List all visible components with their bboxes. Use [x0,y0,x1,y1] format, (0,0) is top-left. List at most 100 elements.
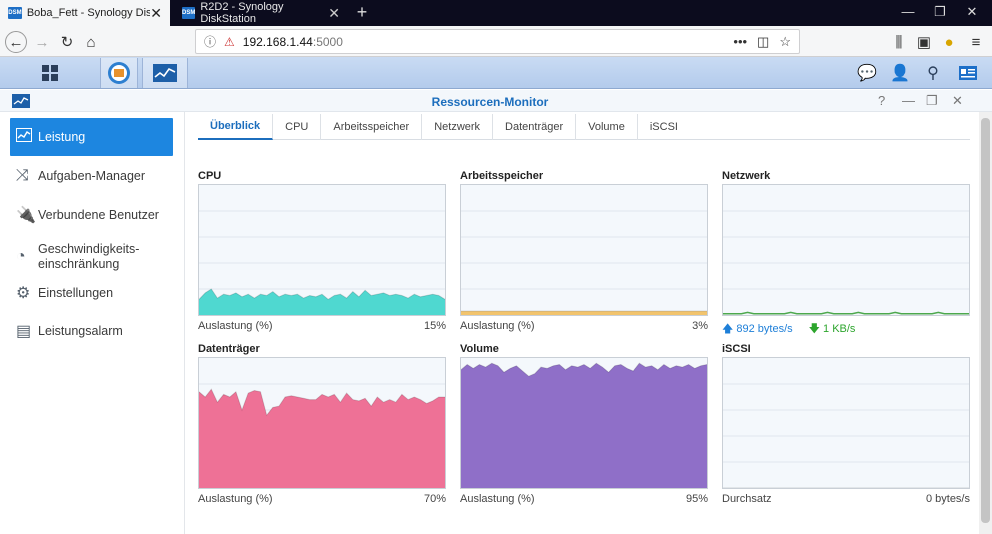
restore-window-icon[interactable]: ❐ [934,4,946,19]
iscsi-graph [722,357,970,489]
panel-title: Datenträger [198,343,260,355]
network-download-value: 1 KB/s [823,323,856,335]
tab-netzwerk[interactable]: Netzwerk [422,114,494,140]
package-center-button[interactable] [100,58,138,88]
cpu-panel[interactable]: CPU Auslastung (%) 15% [198,170,446,332]
memory-metric-label: Auslastung (%) [460,320,535,332]
sidebar-item-label: Verbundene Benutzer [38,208,159,222]
dsm-favicon-icon: DSM [182,7,196,19]
volume-panel[interactable]: Volume Auslastung (%) 95% [460,343,708,505]
series-line [199,388,445,417]
menu-icon[interactable]: ≡ [971,33,981,51]
tab-arbeitsspeicher[interactable]: Arbeitsspeicher [321,114,423,140]
bookmark-star-icon[interactable]: ☆ [779,33,791,49]
series-line [723,311,969,315]
resource-monitor-window: Ressourcen-Monitor ? — ❐ ✕ Leistung ⤨ Au… [0,90,992,534]
close-window-icon[interactable]: ✕ [966,4,978,19]
back-icon[interactable]: ← [5,31,27,53]
chat-icon[interactable]: 💬 [857,65,877,82]
search-icon[interactable]: ⚲ [927,65,939,82]
volume-value: 95% [685,493,708,505]
network-panel[interactable]: Netzwerk 🡅 892 bytes/s 🡇 1 KB/s [722,170,970,339]
task-manager-icon: ⤨ [16,167,29,184]
extension-icon[interactable]: ● [944,33,954,51]
url-bar[interactable]: ⓘ ⚠ 192.168.1.44:5000 ••• ◫ ☆ [195,29,800,54]
tab-datentraeger[interactable]: Datenträger [493,114,577,140]
download-arrow-icon: 🡇 [808,323,820,335]
forward-icon[interactable]: → [34,33,50,51]
browser-tabbar: DSM Boba_Fett - Synology DiskStatio ✕ DS… [0,0,992,26]
series-area [199,289,445,315]
home-icon[interactable]: ⌂ [86,33,96,51]
sidebar-item-leistung[interactable]: Leistung [10,118,173,156]
tab-cpu[interactable]: CPU [273,114,322,140]
insecure-lock-icon[interactable]: ⚠ [224,34,235,49]
graph-svg [199,210,445,315]
sidebar-item-verbundene-benutzer[interactable]: 🔌 Verbundene Benutzer [10,196,173,234]
list-icon: ▤ [16,323,32,340]
series-area [461,311,707,315]
close-tab-icon[interactable]: ✕ [328,4,340,21]
grid-icon [42,65,58,81]
graph-svg [723,210,969,315]
help-icon[interactable]: ? [878,93,886,108]
widgets-icon[interactable] [955,58,981,88]
dsm-favicon-icon: DSM [8,7,22,19]
sidebar: Leistung ⤨ Aufgaben-Manager 🔌 Verbundene… [0,112,185,534]
iscsi-value: 0 bytes/s [925,493,970,505]
library-icon[interactable]: ⫼ [895,33,903,51]
network-graph [722,184,970,316]
iscsi-panel[interactable]: iSCSI Durchsatz 0 bytes/s [722,343,970,505]
close-icon[interactable]: ✕ [952,93,963,108]
dsm-taskbar: 💬 👤 ⚲ [0,57,992,89]
new-tab-icon[interactable]: + [356,2,368,22]
resource-monitor-taskbar-button[interactable] [142,58,188,88]
pocket-icon[interactable]: ◫ [757,33,770,49]
restore-icon[interactable]: ❐ [926,93,938,108]
sidebar-item-geschwindigkeitseinschraenkung[interactable]: ◔ Geschwindigkeits- einschränkung [10,234,173,280]
sidebar-item-einstellungen[interactable]: ⚙ Einstellungen [10,274,173,312]
browser-tab-title: Boba_Fett - Synology DiskStatio [26,7,151,19]
disk-value: 70% [423,493,446,505]
window-titlebar[interactable]: Ressourcen-Monitor ? — ❐ ✕ [0,90,992,112]
disk-panel[interactable]: Datenträger Auslastung (%) 70% [198,343,446,505]
sidebar-item-leistungsalarm[interactable]: ▤ Leistungsalarm [10,312,173,350]
sidebar-item-aufgaben-manager[interactable]: ⤨ Aufgaben-Manager [10,157,173,195]
browser-navbar: ← → ↻ ⌂ ⓘ ⚠ 192.168.1.44:5000 ••• ◫ ☆ ⫼ … [0,26,992,57]
main-content: Überblick CPU Arbeitsspeicher Netzwerk D… [186,112,978,534]
scrollbar[interactable] [979,112,992,534]
series-area [199,389,445,488]
performance-chart-icon [10,127,38,147]
cpu-metric-label: Auslastung (%) [198,320,273,332]
url-port: :5000 [312,34,343,49]
tab-iscsi[interactable]: iSCSI [649,121,678,133]
scrollbar-thumb[interactable] [981,118,990,523]
tab-ueberblick[interactable]: Überblick [198,114,274,140]
panel-title: Netzwerk [722,170,771,182]
tab-strip: Überblick CPU Arbeitsspeicher Netzwerk D… [198,114,970,140]
minimize-window-icon[interactable]: — [901,4,915,19]
page-actions-icon[interactable]: ••• [733,33,748,49]
browser-tab-boba[interactable]: DSM Boba_Fett - Synology DiskStatio ✕ [0,0,170,26]
minimize-icon[interactable]: — [902,93,915,108]
package-center-icon [108,62,130,84]
memory-panel[interactable]: Arbeitsspeicher Auslastung (%) 3% [460,170,708,332]
close-tab-icon[interactable]: ✕ [150,4,162,21]
info-icon[interactable]: ⓘ [204,35,217,49]
sidebar-item-label: Einstellungen [38,286,114,300]
browser-tab-r2d2[interactable]: DSM R2D2 - Synology DiskStation ✕ [174,0,348,26]
tab-volume[interactable]: Volume [576,114,638,140]
main-menu-button[interactable] [0,58,100,88]
browser-tab-title: R2D2 - Synology DiskStation [200,1,284,25]
series-line [199,288,445,301]
panel-title: Volume [460,343,499,355]
sidebar-item-label: Leistung [38,130,86,144]
gear-icon: ⚙ [16,285,31,302]
graph-svg [199,383,445,488]
series-line [461,362,707,377]
sidebar-toggle-icon[interactable]: ▣ [916,34,932,51]
graph-svg [723,383,969,488]
user-icon[interactable]: 👤 [890,65,910,82]
reload-icon[interactable]: ↻ [60,34,74,51]
resource-monitor-icon [12,94,30,108]
